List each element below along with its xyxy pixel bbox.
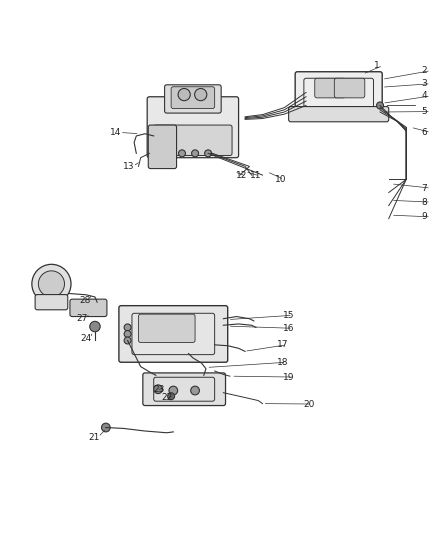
- Circle shape: [168, 150, 175, 157]
- FancyBboxPatch shape: [295, 72, 382, 117]
- FancyBboxPatch shape: [70, 299, 107, 317]
- Text: 8: 8: [421, 198, 427, 207]
- Text: 10: 10: [275, 175, 286, 184]
- Text: 15: 15: [283, 311, 295, 320]
- Text: 7: 7: [421, 184, 427, 192]
- Text: 27: 27: [76, 314, 88, 323]
- Text: 16: 16: [283, 324, 295, 333]
- Text: 23: 23: [154, 385, 165, 394]
- Circle shape: [178, 88, 190, 101]
- Text: 18: 18: [277, 358, 288, 367]
- Text: 22: 22: [162, 393, 173, 401]
- FancyBboxPatch shape: [119, 305, 228, 362]
- Circle shape: [154, 385, 162, 393]
- Text: 19: 19: [283, 373, 295, 382]
- Text: 28: 28: [80, 296, 91, 305]
- FancyBboxPatch shape: [315, 78, 345, 98]
- FancyBboxPatch shape: [35, 295, 68, 310]
- FancyBboxPatch shape: [171, 87, 215, 109]
- Text: 11: 11: [251, 172, 262, 181]
- FancyBboxPatch shape: [165, 85, 221, 113]
- Text: 3: 3: [421, 79, 427, 88]
- Circle shape: [102, 423, 110, 432]
- Circle shape: [169, 386, 178, 395]
- Text: 6: 6: [421, 128, 427, 137]
- Text: 2: 2: [421, 66, 427, 75]
- Text: 5: 5: [421, 107, 427, 116]
- Text: 12: 12: [237, 172, 248, 181]
- Circle shape: [32, 264, 71, 303]
- Text: 17: 17: [277, 341, 288, 349]
- Circle shape: [194, 88, 207, 101]
- FancyBboxPatch shape: [147, 97, 239, 158]
- Text: 4: 4: [421, 91, 427, 100]
- Text: 1: 1: [374, 61, 379, 70]
- Text: 20: 20: [303, 400, 314, 408]
- Text: 24: 24: [81, 334, 92, 343]
- FancyBboxPatch shape: [148, 125, 177, 168]
- Circle shape: [191, 150, 198, 157]
- Text: 13: 13: [123, 162, 135, 171]
- Circle shape: [191, 386, 199, 395]
- FancyBboxPatch shape: [154, 125, 232, 156]
- FancyBboxPatch shape: [334, 78, 365, 98]
- Circle shape: [90, 321, 100, 332]
- FancyBboxPatch shape: [143, 373, 226, 406]
- Text: 9: 9: [421, 212, 427, 221]
- FancyBboxPatch shape: [138, 314, 195, 342]
- Text: 21: 21: [88, 433, 100, 442]
- Circle shape: [179, 150, 185, 157]
- Text: 14: 14: [110, 128, 122, 137]
- Circle shape: [168, 393, 175, 400]
- Circle shape: [124, 337, 131, 344]
- Circle shape: [377, 102, 384, 109]
- Circle shape: [124, 330, 131, 337]
- Circle shape: [124, 324, 131, 331]
- Circle shape: [39, 271, 64, 297]
- Circle shape: [205, 150, 212, 157]
- FancyBboxPatch shape: [289, 107, 389, 122]
